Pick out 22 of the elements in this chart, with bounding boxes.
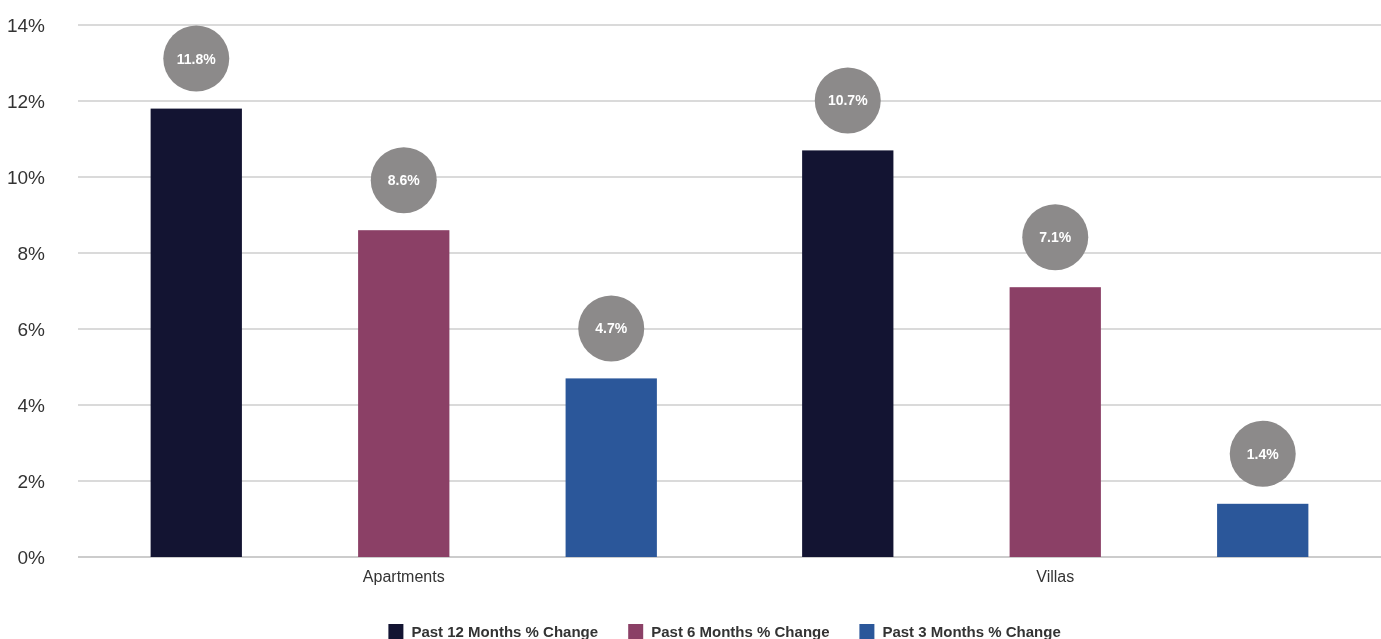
y-tick-label: 14% <box>6 14 46 36</box>
y-tick-label: 12% <box>6 90 46 112</box>
bar <box>1217 503 1309 557</box>
bar <box>802 150 894 557</box>
x-tick-label: Villas <box>1036 568 1075 585</box>
y-tick-label: 2% <box>17 470 46 492</box>
bar <box>358 230 450 557</box>
data-label: 4.7% <box>595 320 628 337</box>
bar <box>150 108 242 557</box>
y-tick-label: 0% <box>17 546 46 568</box>
bar <box>1009 287 1101 557</box>
bar <box>565 378 657 557</box>
data-label: 7.1% <box>1039 229 1072 246</box>
data-label: 8.6% <box>387 172 421 189</box>
data-label: 11.8% <box>176 50 217 67</box>
y-tick-label: 4% <box>17 394 46 416</box>
y-tick-label: 8% <box>17 242 46 264</box>
y-tick-label: 6% <box>17 318 46 340</box>
data-label: 1.4% <box>1246 445 1280 462</box>
x-tick-label: Apartments <box>362 568 445 585</box>
data-label: 10.7% <box>827 92 869 109</box>
y-tick-label: 10% <box>6 166 46 188</box>
